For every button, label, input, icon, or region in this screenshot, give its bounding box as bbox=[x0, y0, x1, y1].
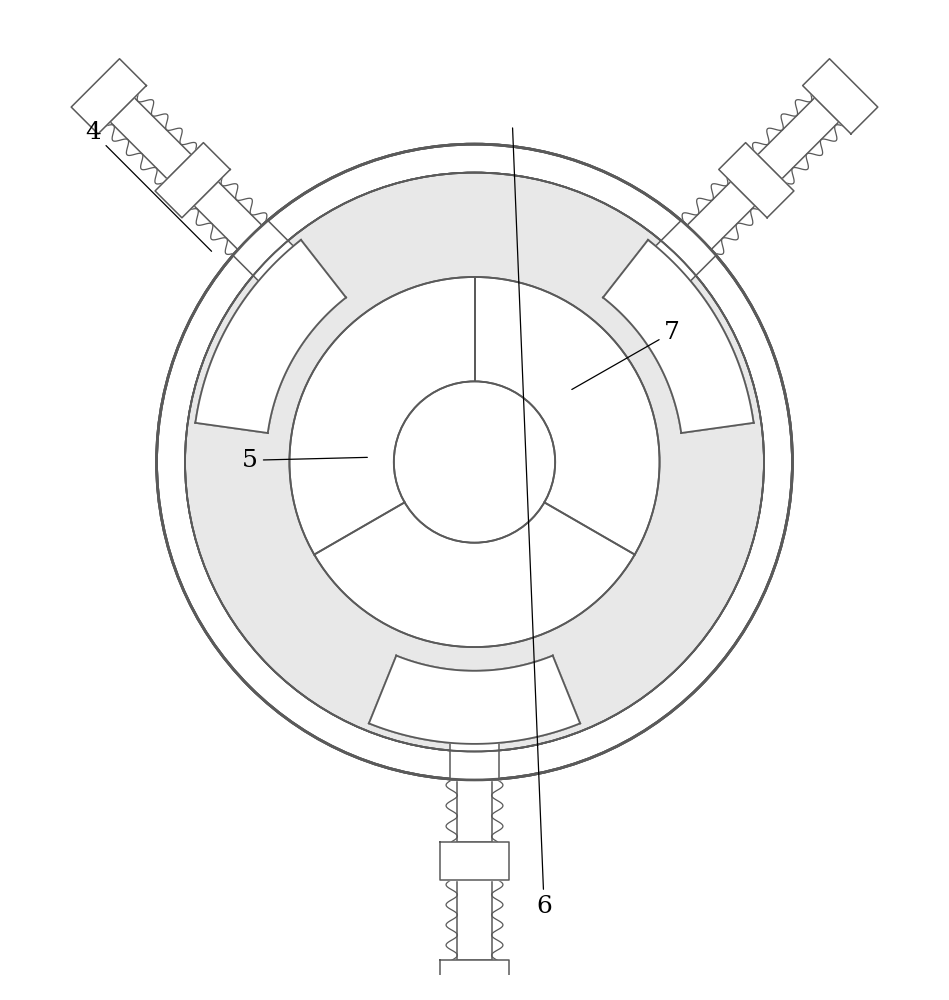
Circle shape bbox=[185, 173, 764, 751]
Polygon shape bbox=[195, 240, 346, 433]
Polygon shape bbox=[110, 98, 192, 179]
Polygon shape bbox=[369, 656, 580, 744]
Text: 4: 4 bbox=[85, 121, 212, 251]
Polygon shape bbox=[440, 842, 509, 880]
Text: 5: 5 bbox=[242, 449, 367, 472]
Polygon shape bbox=[457, 780, 492, 842]
Circle shape bbox=[157, 144, 792, 780]
Polygon shape bbox=[233, 220, 294, 282]
Polygon shape bbox=[603, 240, 754, 433]
Polygon shape bbox=[457, 880, 492, 960]
Polygon shape bbox=[655, 220, 716, 282]
Polygon shape bbox=[687, 182, 755, 249]
Polygon shape bbox=[155, 143, 231, 218]
Text: 7: 7 bbox=[572, 321, 680, 389]
Polygon shape bbox=[718, 143, 794, 218]
Polygon shape bbox=[603, 240, 754, 433]
Polygon shape bbox=[450, 742, 499, 780]
Text: 6: 6 bbox=[512, 128, 552, 918]
Circle shape bbox=[289, 277, 660, 647]
Polygon shape bbox=[440, 960, 509, 998]
Polygon shape bbox=[803, 59, 878, 134]
Polygon shape bbox=[194, 182, 262, 249]
Polygon shape bbox=[71, 59, 146, 134]
Polygon shape bbox=[369, 656, 580, 744]
Polygon shape bbox=[757, 98, 839, 179]
Circle shape bbox=[185, 173, 764, 751]
Polygon shape bbox=[195, 240, 346, 433]
